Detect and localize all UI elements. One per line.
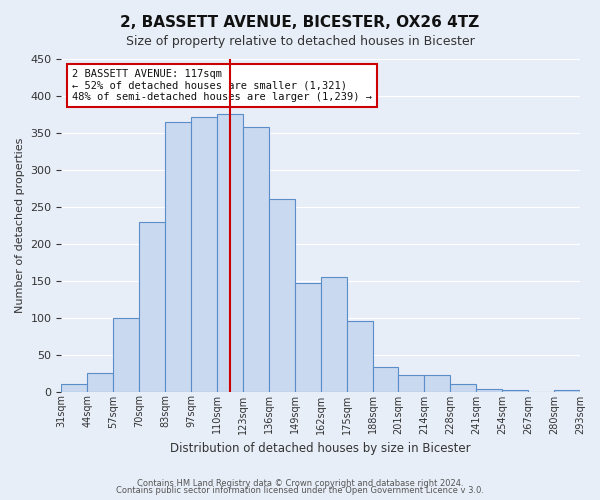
Bar xyxy=(398,376,424,392)
Bar xyxy=(424,376,451,392)
Bar xyxy=(476,390,502,392)
Bar xyxy=(347,322,373,392)
Bar xyxy=(139,222,165,392)
Text: Contains public sector information licensed under the Open Government Licence v : Contains public sector information licen… xyxy=(116,486,484,495)
Bar xyxy=(295,283,321,392)
Bar xyxy=(373,367,398,392)
Bar xyxy=(243,127,269,392)
Text: Size of property relative to detached houses in Bicester: Size of property relative to detached ho… xyxy=(125,35,475,48)
Bar xyxy=(502,390,528,392)
Bar xyxy=(88,373,113,392)
Bar xyxy=(269,200,295,392)
Text: Contains HM Land Registry data © Crown copyright and database right 2024.: Contains HM Land Registry data © Crown c… xyxy=(137,478,463,488)
X-axis label: Distribution of detached houses by size in Bicester: Distribution of detached houses by size … xyxy=(170,442,471,455)
Bar xyxy=(321,277,347,392)
Bar xyxy=(217,114,243,392)
Bar xyxy=(61,384,88,392)
Bar xyxy=(451,384,476,392)
Bar xyxy=(554,390,580,392)
Text: 2 BASSETT AVENUE: 117sqm
← 52% of detached houses are smaller (1,321)
48% of sem: 2 BASSETT AVENUE: 117sqm ← 52% of detach… xyxy=(72,69,372,102)
Text: 2, BASSETT AVENUE, BICESTER, OX26 4TZ: 2, BASSETT AVENUE, BICESTER, OX26 4TZ xyxy=(121,15,479,30)
Bar xyxy=(165,122,191,392)
Bar xyxy=(191,116,217,392)
Bar xyxy=(113,318,139,392)
Y-axis label: Number of detached properties: Number of detached properties xyxy=(15,138,25,313)
